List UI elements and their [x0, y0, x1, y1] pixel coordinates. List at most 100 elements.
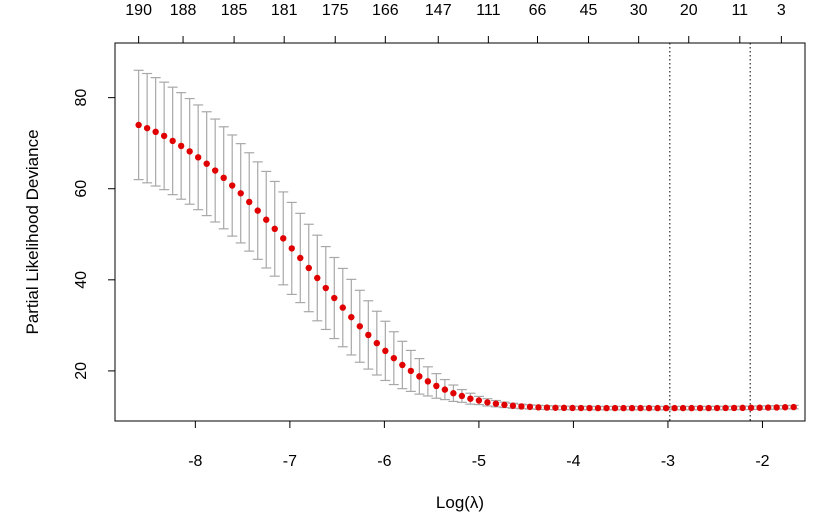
- data-point-43: [501, 401, 508, 409]
- data-point-58: [628, 404, 636, 412]
- top-tick-label: 66: [529, 2, 547, 19]
- data-point-8: [203, 160, 210, 167]
- data-point-22: [322, 284, 329, 292]
- data-point-54: [594, 404, 602, 412]
- data-point-25: [348, 313, 355, 321]
- data-point-17: [280, 235, 287, 242]
- data-point-39: [467, 395, 474, 402]
- data-point-13: [246, 198, 253, 206]
- data-point-64: [679, 404, 687, 412]
- data-point-62: [662, 404, 670, 412]
- data-point-35: [433, 382, 440, 390]
- data-point-60: [645, 404, 653, 412]
- data-point-38: [458, 392, 466, 400]
- top-tick-label: 175: [322, 2, 349, 19]
- data-point-27: [365, 331, 372, 339]
- data-point-6: [186, 148, 193, 155]
- top-tick-label: 30: [630, 2, 648, 19]
- data-point-71: [739, 404, 746, 412]
- data-point-63: [671, 404, 678, 412]
- data-point-23: [331, 294, 338, 302]
- y-axis-title: Partial Likelihood Deviance: [23, 129, 42, 334]
- data-point-67: [705, 404, 712, 412]
- data-point-53: [586, 404, 593, 412]
- data-point-65: [688, 404, 695, 412]
- data-point-10: [220, 174, 227, 182]
- x-axis-title: Log(λ): [436, 493, 484, 512]
- data-point-44: [509, 402, 517, 409]
- data-point-40: [475, 397, 483, 404]
- data-point-68: [713, 404, 721, 412]
- y-tick-label: 20: [73, 362, 90, 380]
- x-axis: -8 -7 -6 -5 -4 -3 -2: [188, 420, 770, 470]
- data-point-72: [747, 404, 755, 411]
- data-point-33: [416, 373, 423, 380]
- data-point-18: [288, 245, 295, 252]
- data-point-75: [773, 404, 780, 411]
- top-tick-label: 181: [271, 2, 298, 19]
- data-points: [135, 121, 797, 412]
- data-point-5: [177, 142, 185, 150]
- data-point-14: [254, 207, 261, 214]
- data-point-76: [781, 404, 789, 411]
- data-point-32: [407, 367, 415, 375]
- data-point-15: [263, 216, 270, 223]
- top-tick-label: 190: [125, 2, 152, 19]
- x-tick-label: -6: [377, 453, 391, 470]
- data-point-20: [305, 264, 312, 272]
- data-point-3: [160, 132, 168, 140]
- data-point-2: [152, 128, 159, 136]
- plot-frame: [114, 42, 806, 422]
- data-point-7: [194, 154, 202, 161]
- data-point-49: [552, 404, 559, 411]
- y-tick-label: 80: [73, 89, 90, 107]
- top-axis: 190 188 185 181 175 166 147 111 66 45 30 20 11 3: [125, 2, 786, 44]
- data-point-30: [390, 354, 398, 362]
- x-tick-label: -4: [566, 453, 580, 470]
- data-point-45: [518, 403, 525, 410]
- vertical-reference-lines: [669, 43, 751, 421]
- x-tick-label: -3: [661, 453, 675, 470]
- data-point-48: [543, 404, 551, 411]
- data-point-19: [297, 254, 304, 262]
- top-tick-label: 111: [476, 2, 500, 19]
- data-point-16: [271, 225, 278, 233]
- data-point-37: [450, 390, 457, 397]
- data-point-41: [484, 399, 491, 406]
- data-point-73: [756, 404, 763, 411]
- data-point-11: [229, 182, 236, 189]
- top-tick-label: 166: [372, 2, 399, 19]
- data-point-31: [399, 361, 406, 369]
- data-point-42: [492, 400, 500, 407]
- data-point-46: [526, 403, 534, 411]
- data-point-24: [339, 304, 346, 311]
- data-point-34: [424, 378, 432, 385]
- top-tick-label: 147: [425, 2, 452, 19]
- data-point-77: [790, 403, 797, 411]
- data-point-50: [560, 404, 568, 412]
- y-axis: 20 40 60 80: [73, 89, 116, 380]
- top-tick-label: 3: [777, 2, 786, 19]
- data-point-59: [637, 404, 644, 412]
- data-point-61: [654, 404, 661, 412]
- x-tick-label: -7: [283, 453, 297, 470]
- data-point-36: [441, 386, 449, 393]
- data-point-28: [373, 339, 381, 347]
- y-tick-label: 40: [73, 271, 90, 289]
- top-tick-label: 11: [731, 2, 748, 19]
- data-point-26: [356, 323, 364, 330]
- top-tick-label: 188: [170, 2, 197, 19]
- data-point-4: [169, 137, 176, 145]
- top-tick-label: 185: [221, 2, 248, 19]
- top-tick-label: 45: [580, 2, 598, 19]
- data-point-47: [535, 404, 542, 411]
- data-point-56: [611, 404, 619, 412]
- data-point-55: [603, 404, 610, 412]
- x-tick-label: -8: [188, 453, 202, 470]
- data-point-12: [237, 190, 244, 197]
- data-point-52: [577, 404, 585, 412]
- data-point-57: [620, 404, 627, 412]
- data-point-0: [135, 121, 142, 129]
- data-point-1: [143, 124, 151, 132]
- data-point-74: [764, 404, 772, 411]
